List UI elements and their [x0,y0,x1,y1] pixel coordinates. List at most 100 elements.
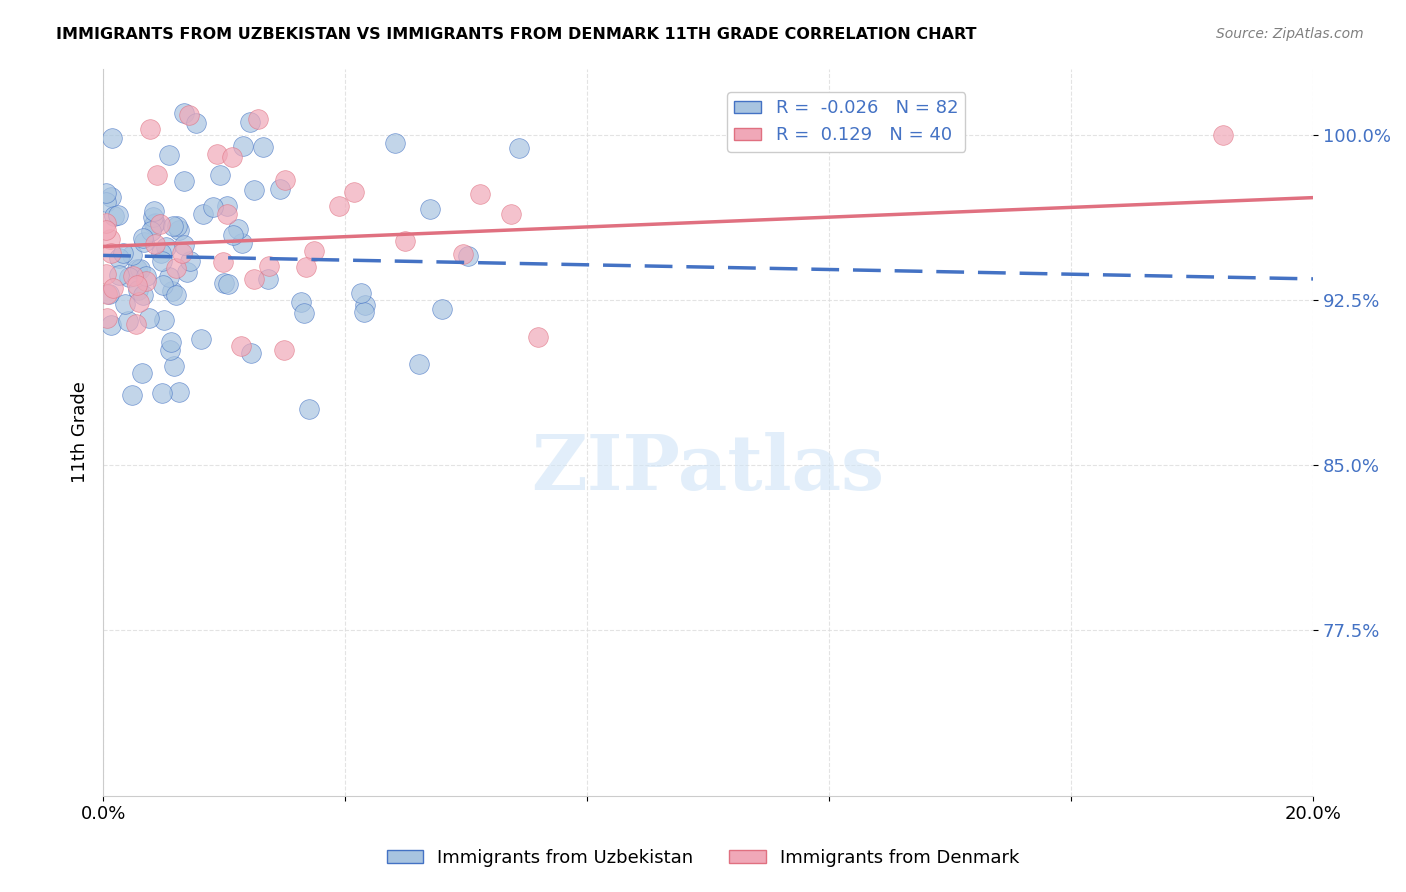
Immigrants from Uzbekistan [165,288,187,302]
Immigrants from Uzbekistan [127,262,149,277]
Immigrants from Uzbekistan [108,268,131,282]
Immigrants from Uzbekistan [353,305,375,319]
Immigrants from Uzbekistan [142,203,165,218]
Immigrants from Uzbekistan [160,285,183,299]
Immigrants from Uzbekistan [96,194,118,209]
Text: Source: ZipAtlas.com: Source: ZipAtlas.com [1216,27,1364,41]
Immigrants from Uzbekistan [173,238,195,252]
Immigrants from Uzbekistan [152,313,174,327]
Immigrants from Denmark [302,244,325,258]
Immigrants from Denmark [468,187,491,202]
Immigrants from Denmark [100,246,122,260]
Immigrants from Uzbekistan [150,253,173,268]
Immigrants from Uzbekistan [208,168,231,182]
Immigrants from Uzbekistan [150,386,173,401]
Immigrants from Uzbekistan [190,332,212,346]
Immigrants from Denmark [143,236,166,251]
Immigrants from Uzbekistan [157,270,180,285]
Immigrants from Uzbekistan [162,219,184,234]
Text: ZIPatlas: ZIPatlas [531,432,884,506]
Legend: Immigrants from Uzbekistan, Immigrants from Denmark: Immigrants from Uzbekistan, Immigrants f… [380,842,1026,874]
Immigrants from Uzbekistan [167,222,190,236]
Immigrants from Denmark [257,259,280,273]
Immigrants from Uzbekistan [508,141,530,155]
Immigrants from Denmark [96,222,118,236]
Immigrants from Uzbekistan [114,297,136,311]
Immigrants from Uzbekistan [159,343,181,358]
Immigrants from Uzbekistan [117,313,139,327]
Immigrants from Uzbekistan [132,288,155,302]
Immigrants from Uzbekistan [184,116,207,130]
Immigrants from Uzbekistan [155,239,177,253]
Immigrants from Denmark [96,287,118,301]
Immigrants from Uzbekistan [157,148,180,162]
Immigrants from Denmark [394,235,416,249]
Immigrants from Uzbekistan [150,246,173,260]
Immigrants from Uzbekistan [111,245,134,260]
Immigrants from Uzbekistan [222,227,245,242]
Immigrants from Denmark [96,311,118,326]
Immigrants from Uzbekistan [269,182,291,196]
Immigrants from Denmark [100,232,122,246]
Immigrants from Denmark [221,150,243,164]
Immigrants from Uzbekistan [98,286,121,301]
Immigrants from Denmark [527,329,550,343]
Immigrants from Uzbekistan [173,105,195,120]
Immigrants from Uzbekistan [167,385,190,400]
Immigrants from Denmark [501,207,523,221]
Immigrants from Uzbekistan [354,298,377,312]
Immigrants from Denmark [127,278,149,293]
Immigrants from Denmark [128,295,150,310]
Text: IMMIGRANTS FROM UZBEKISTAN VS IMMIGRANTS FROM DENMARK 11TH GRADE CORRELATION CHA: IMMIGRANTS FROM UZBEKISTAN VS IMMIGRANTS… [56,27,977,42]
Immigrants from Uzbekistan [152,277,174,292]
Immigrants from Uzbekistan [419,202,441,217]
Immigrants from Uzbekistan [121,248,143,262]
Immigrants from Uzbekistan [243,183,266,197]
Immigrants from Uzbekistan [100,318,122,332]
Legend: R =  -0.026   N = 82, R =  0.129   N = 40: R = -0.026 N = 82, R = 0.129 N = 40 [727,92,966,152]
Immigrants from Denmark [217,207,239,221]
Immigrants from Uzbekistan [226,221,249,235]
Immigrants from Denmark [135,274,157,288]
Immigrants from Uzbekistan [139,224,162,238]
Immigrants from Denmark [205,147,228,161]
Immigrants from Uzbekistan [408,357,430,371]
Immigrants from Uzbekistan [239,346,262,360]
Immigrants from Uzbekistan [142,218,165,232]
Immigrants from Uzbekistan [191,206,214,220]
Immigrants from Uzbekistan [350,285,373,300]
Immigrants from Uzbekistan [292,306,315,320]
Immigrants from Uzbekistan [96,186,118,201]
Immigrants from Denmark [274,173,297,187]
Immigrants from Uzbekistan [135,269,157,284]
Immigrants from Uzbekistan [257,272,280,286]
Immigrants from Uzbekistan [239,115,262,129]
Immigrants from Uzbekistan [215,199,238,213]
Immigrants from Uzbekistan [100,190,122,204]
Immigrants from Denmark [453,247,475,261]
Y-axis label: 11th Grade: 11th Grade [72,381,89,483]
Immigrants from Denmark [343,185,366,199]
Immigrants from Uzbekistan [138,310,160,325]
Immigrants from Uzbekistan [179,254,201,268]
Immigrants from Uzbekistan [163,359,186,374]
Immigrants from Denmark [273,343,295,357]
Immigrants from Uzbekistan [100,131,122,145]
Immigrants from Uzbekistan [430,302,453,317]
Immigrants from Denmark [122,269,145,284]
Immigrants from Denmark [179,108,201,122]
Immigrants from Denmark [96,268,118,282]
Immigrants from Uzbekistan [142,210,165,224]
Immigrants from Uzbekistan [121,388,143,402]
Immigrants from Denmark [172,245,194,260]
Immigrants from Uzbekistan [127,283,149,297]
Immigrants from Denmark [247,112,270,127]
Immigrants from Uzbekistan [143,216,166,230]
Immigrants from Uzbekistan [201,200,224,214]
Immigrants from Denmark [295,260,318,275]
Immigrants from Uzbekistan [129,262,152,277]
Immigrants from Denmark [328,199,350,213]
Immigrants from Uzbekistan [297,402,319,417]
Immigrants from Uzbekistan [290,295,312,310]
Immigrants from Uzbekistan [173,174,195,188]
